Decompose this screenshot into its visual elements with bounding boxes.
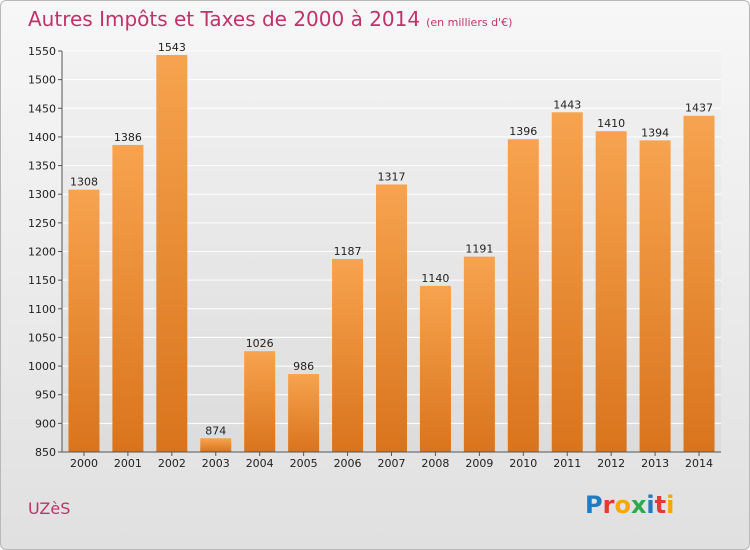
proxiti-logo[interactable]: Proxiti <box>585 491 674 519</box>
x-tick-label: 2002 <box>158 457 186 470</box>
x-tick-label: 2005 <box>290 457 318 470</box>
bar <box>551 112 583 452</box>
bar <box>200 438 232 452</box>
bar-value-label: 1543 <box>158 41 186 54</box>
x-tick-label: 2012 <box>597 457 625 470</box>
bar <box>683 115 715 453</box>
bar-value-label: 1191 <box>465 243 493 256</box>
y-tick-label: 1500 <box>28 74 56 87</box>
bar-value-label: 1410 <box>597 117 625 130</box>
bar <box>332 258 364 452</box>
y-tick-label: 1050 <box>28 331 56 344</box>
y-tick-label: 1350 <box>28 160 56 173</box>
bar <box>112 144 144 452</box>
bar-value-label: 1396 <box>509 125 537 138</box>
bar-value-label: 1443 <box>553 98 581 111</box>
y-tick-label: 950 <box>35 389 56 402</box>
x-tick-label: 2008 <box>421 457 449 470</box>
logo-letter: x <box>630 491 647 519</box>
x-tick-label: 2009 <box>465 457 493 470</box>
chart-title-unit: (en milliers d'€) <box>426 16 513 29</box>
bar-value-label: 1394 <box>641 126 669 139</box>
x-tick-label: 2010 <box>509 457 537 470</box>
x-tick-label: 2006 <box>334 457 362 470</box>
y-tick-label: 850 <box>35 446 56 459</box>
bar <box>288 374 320 452</box>
bars: 1308 1386 1543 874 1026 986 1187 1317 1140 1191 13… <box>68 41 715 453</box>
bar <box>419 285 451 452</box>
chart-title: Autres Impôts et Taxes de 2000 à 2014 (en… <box>28 7 512 31</box>
bar <box>244 351 276 452</box>
logo-letter: t <box>654 491 667 519</box>
bar <box>376 184 407 452</box>
bar-value-label: 1140 <box>421 272 449 285</box>
bar-value-label: 986 <box>293 360 314 373</box>
x-tick-label: 2001 <box>114 457 142 470</box>
chart-title-text: Autres Impôts et Taxes de 2000 à 2014 <box>28 7 421 31</box>
x-tick-label: 2004 <box>246 457 274 470</box>
bar-value-label: 1437 <box>685 102 713 115</box>
x-tick-label: 2007 <box>378 457 406 470</box>
bar <box>595 131 627 452</box>
y-tick-label: 900 <box>35 417 56 430</box>
axes: 850 900 950 1000 1050 1100 1150 1200 1250 1300 135… <box>28 45 721 470</box>
y-tick-label: 1150 <box>28 274 56 287</box>
logo-letter: r <box>602 491 615 519</box>
city-name: UZèS <box>28 499 71 518</box>
x-tick-label: 2013 <box>641 457 669 470</box>
y-tick-label: 1250 <box>28 217 56 230</box>
y-tick-label: 1200 <box>28 246 56 259</box>
bar <box>156 55 188 452</box>
bar <box>68 189 100 453</box>
logo-letter: o <box>614 491 631 519</box>
x-tick-label: 2000 <box>70 457 98 470</box>
logo-letter: i <box>666 491 675 519</box>
bar <box>639 140 671 452</box>
bar <box>463 256 495 452</box>
y-tick-label: 1400 <box>28 131 56 144</box>
x-tick-label: 2003 <box>202 457 230 470</box>
y-tick-label: 1300 <box>28 188 56 201</box>
y-tick-label: 1550 <box>28 45 56 58</box>
logo-letter: P <box>585 491 603 519</box>
y-tick-label: 1450 <box>28 102 56 115</box>
logo-letter: i <box>646 491 655 519</box>
bar <box>507 139 539 452</box>
x-tick-label: 2011 <box>553 457 581 470</box>
x-tick-label: 2014 <box>685 457 713 470</box>
y-tick-label: 1100 <box>28 303 56 316</box>
bar-value-label: 1308 <box>70 176 98 189</box>
bar-value-label: 1317 <box>378 170 406 183</box>
bar-value-label: 1026 <box>246 337 274 350</box>
bar-value-label: 1187 <box>334 245 362 258</box>
y-tick-label: 1000 <box>28 360 56 373</box>
bar-value-label: 874 <box>205 424 226 437</box>
bar-value-label: 1386 <box>114 131 142 144</box>
